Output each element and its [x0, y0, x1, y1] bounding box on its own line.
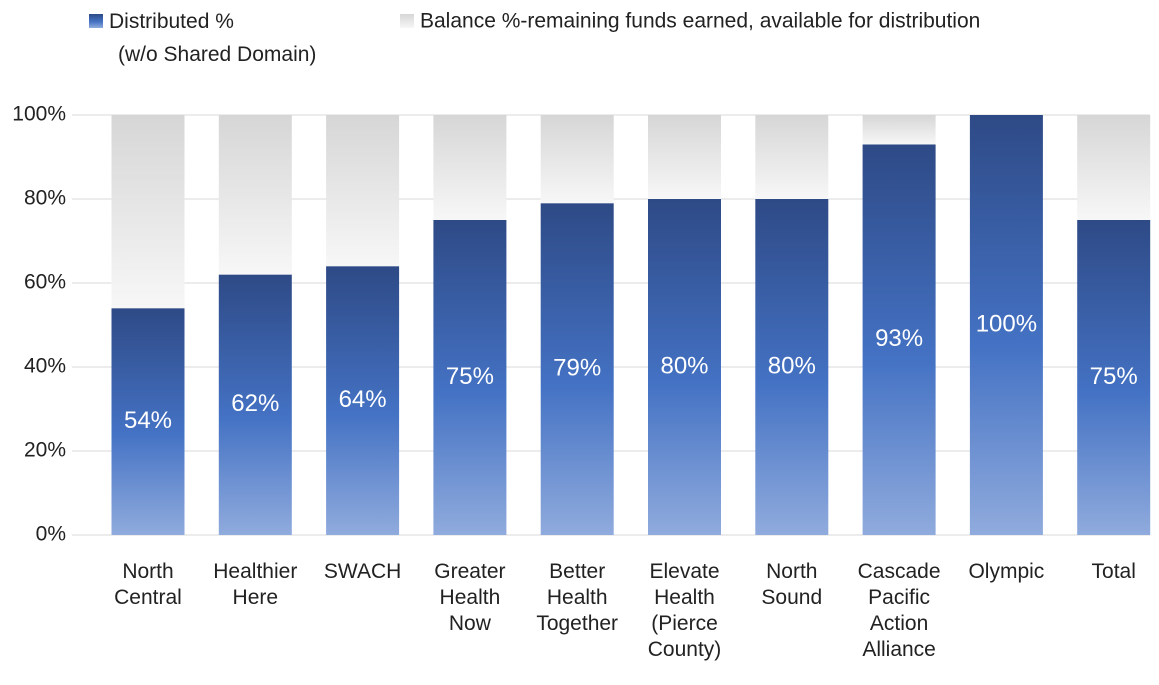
- x-tick-label: Olympic: [968, 560, 1044, 583]
- bar-segment: [648, 199, 721, 535]
- data-label: 62%: [231, 390, 279, 417]
- data-label: 93%: [875, 325, 923, 352]
- bar-segment: [111, 308, 185, 535]
- data-label: 80%: [768, 352, 816, 379]
- bar-segment: [540, 203, 614, 535]
- y-tick-label: 20%: [24, 439, 66, 462]
- bar-segment: [862, 115, 936, 145]
- data-label: 75%: [446, 363, 494, 390]
- x-tick-label: Elevate Health (Pierce County): [648, 560, 722, 661]
- legend-label: Balance %-remaining funds earned, availa…: [420, 10, 980, 33]
- data-label: 75%: [1090, 363, 1138, 390]
- data-label: 79%: [553, 354, 601, 381]
- bar-segment: [433, 115, 507, 220]
- bar-segment: [540, 115, 614, 204]
- x-tick-label: North Central: [114, 560, 182, 609]
- y-tick-label: 60%: [24, 271, 66, 294]
- bar-segment: [326, 266, 400, 535]
- x-tick-label: Greater Health Now: [434, 560, 505, 635]
- x-tick-label: SWACH: [324, 560, 401, 583]
- y-tick-label: 0%: [36, 523, 66, 546]
- bar-segment: [218, 274, 292, 535]
- y-tick-label: 80%: [24, 187, 66, 210]
- x-tick-label: North Sound: [761, 560, 822, 609]
- x-tick-label: Better Health Together: [536, 560, 618, 635]
- data-label: 100%: [976, 310, 1037, 337]
- y-tick-label: 40%: [24, 355, 66, 378]
- bar-segment: [218, 115, 292, 275]
- data-label: 54%: [124, 407, 172, 434]
- bar-segment: [862, 144, 936, 535]
- bar-segment: [111, 115, 185, 309]
- bar-segment: [755, 199, 829, 535]
- x-tick-label: Total: [1092, 560, 1136, 583]
- x-tick-label: Cascade Pacific Action Alliance: [858, 560, 941, 661]
- legend-swatch: [400, 14, 414, 28]
- y-tick-label: 100%: [12, 103, 66, 126]
- x-tick-label: Healthier Here: [213, 560, 297, 609]
- data-label: 80%: [660, 352, 708, 379]
- bar-segment: [433, 220, 507, 535]
- bar-segment: [648, 115, 721, 199]
- bar-segment: [1077, 220, 1151, 535]
- bar-segment: [755, 115, 829, 199]
- legend-swatch: [89, 14, 103, 28]
- data-label: 64%: [339, 386, 387, 413]
- bar-segment: [326, 115, 400, 267]
- legend-label: Distributed % (w/o Shared Domain): [109, 10, 316, 66]
- bar-segment: [1077, 115, 1151, 220]
- bar-segment: [969, 115, 1043, 535]
